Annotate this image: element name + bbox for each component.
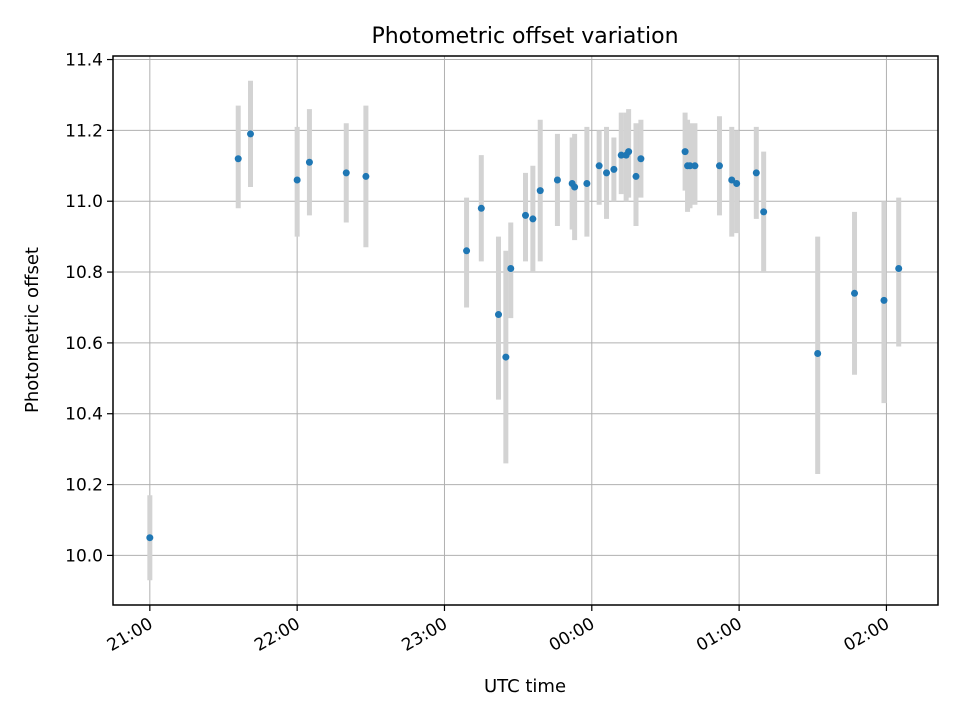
data-point <box>814 350 822 358</box>
y-axis-ticks: 10.0 10.2 10.4 10.6 10.8 11.0 11.2 11.4 <box>65 51 113 566</box>
data-point <box>293 176 301 184</box>
data-point <box>502 353 510 361</box>
y-axis-label: Photometric offset <box>22 247 43 413</box>
data-point <box>529 215 537 223</box>
data-point <box>536 187 544 195</box>
x-axis-label: UTC time <box>484 676 566 697</box>
data-point <box>880 296 888 304</box>
data-point <box>610 165 618 173</box>
data-point <box>603 169 611 177</box>
y-tick-label: 10.4 <box>65 405 103 425</box>
data-point <box>728 176 736 184</box>
y-tick-label: 10.2 <box>65 476 103 496</box>
data-points <box>146 130 903 542</box>
y-tick-label: 10.0 <box>65 546 103 566</box>
data-point <box>146 534 154 542</box>
data-point <box>632 172 640 180</box>
data-point <box>760 208 768 216</box>
data-point <box>463 247 471 255</box>
data-point <box>752 169 760 177</box>
data-point <box>571 183 579 191</box>
data-point <box>247 130 254 138</box>
data-point <box>851 289 859 297</box>
y-tick-label: 11.4 <box>65 51 103 71</box>
data-point <box>305 158 313 166</box>
data-point <box>733 180 741 188</box>
data-point <box>691 162 699 170</box>
data-point <box>522 211 529 219</box>
y-tick-label: 11.2 <box>65 121 103 141</box>
data-point <box>715 162 723 170</box>
plot-frame <box>112 55 939 606</box>
data-point <box>617 151 625 159</box>
data-point <box>507 265 515 273</box>
data-point <box>895 265 903 273</box>
data-point <box>595 162 603 170</box>
grid-lines <box>113 56 938 605</box>
data-point <box>686 162 694 170</box>
chart-title: Photometric offset variation <box>371 24 678 49</box>
data-point <box>681 148 689 156</box>
data-point <box>494 311 502 319</box>
data-point <box>583 180 591 188</box>
data-point <box>477 204 485 212</box>
data-point <box>342 169 350 177</box>
data-point <box>553 176 561 184</box>
data-point <box>637 155 645 163</box>
y-tick-label: 10.6 <box>65 334 103 354</box>
y-tick-label: 10.8 <box>65 263 103 283</box>
data-point <box>362 172 370 180</box>
data-point <box>625 148 633 156</box>
data-point <box>234 155 242 163</box>
y-tick-label: 11.0 <box>65 192 103 212</box>
